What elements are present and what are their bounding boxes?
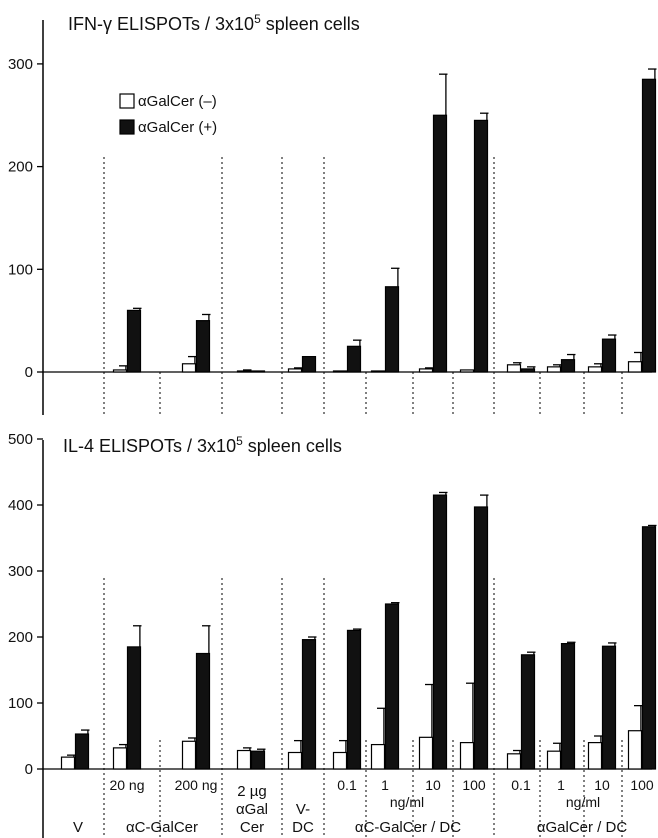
category-label: 0.1 xyxy=(337,777,357,793)
category-label: 100 xyxy=(462,777,486,793)
y-tick-label: 0 xyxy=(25,761,33,778)
y-tick-label: 100 xyxy=(8,261,33,278)
bar-galcer-minus xyxy=(420,369,433,372)
bar-galcer-plus xyxy=(303,357,316,372)
category-label: 1 xyxy=(557,777,565,793)
y-tick-label: 400 xyxy=(8,497,33,514)
ifn-panel-title: IFN-γ ELISPOTs / 3x105 spleen cells xyxy=(68,12,360,34)
legend-label-plus: αGalCer (+) xyxy=(138,119,217,136)
bar-galcer-minus xyxy=(589,743,602,769)
bar-galcer-plus xyxy=(76,734,89,769)
bar-galcer-plus xyxy=(386,287,399,372)
legend: αGalCer (–) αGalCer (+) xyxy=(120,93,217,136)
bar-galcer-minus xyxy=(114,370,127,372)
bar-galcer-minus xyxy=(420,737,433,769)
bar-galcer-minus xyxy=(589,367,602,372)
bar-galcer-plus xyxy=(348,346,361,372)
y-tick-label: 0 xyxy=(25,364,33,381)
bar-galcer-minus xyxy=(372,745,385,769)
category-label: 200 ng xyxy=(175,777,218,793)
bar-galcer-plus xyxy=(475,507,488,769)
bar-galcer-plus xyxy=(197,321,210,372)
bar-galcer-minus xyxy=(183,741,196,769)
bar-galcer-minus xyxy=(289,369,302,372)
bar-galcer-plus xyxy=(252,751,265,769)
category-label: 10 xyxy=(594,777,610,793)
bar-galcer-minus xyxy=(183,364,196,372)
unit-label-1: ng/ml xyxy=(390,794,424,810)
group-label-v: V xyxy=(73,819,83,836)
il4-panel-title: IL-4 ELISPOTs / 3x105 spleen cells xyxy=(63,434,342,456)
bar-galcer-minus xyxy=(548,751,561,769)
group-label-agal: αGal xyxy=(236,801,268,818)
unit-label-2: ng/ml xyxy=(566,794,600,810)
category-label: 20 ng xyxy=(109,777,144,793)
bar-galcer-plus xyxy=(252,371,265,372)
bar-galcer-plus xyxy=(562,644,575,769)
bar-galcer-minus xyxy=(548,367,561,372)
y-tick-label: 200 xyxy=(8,629,33,646)
bar-galcer-minus xyxy=(334,753,347,770)
bar-galcer-plus xyxy=(603,646,616,769)
bar-galcer-plus xyxy=(303,640,316,769)
bar-galcer-minus xyxy=(508,365,521,372)
legend-label-minus: αGalCer (–) xyxy=(138,93,217,110)
bar-galcer-minus xyxy=(629,731,642,769)
y-tick-label: 500 xyxy=(8,431,33,448)
category-label: 1 xyxy=(381,777,389,793)
bar-galcer-plus xyxy=(197,654,210,770)
y-tick-label: 200 xyxy=(8,159,33,176)
bar-galcer-minus xyxy=(372,371,385,372)
bar-galcer-plus xyxy=(434,115,447,372)
bar-galcer-plus xyxy=(603,339,616,372)
category-label: 0.1 xyxy=(511,777,531,793)
group-label-cer: Cer xyxy=(240,819,264,836)
bar-galcer-plus xyxy=(522,655,535,769)
bar-galcer-plus xyxy=(522,369,535,372)
bar-galcer-plus xyxy=(128,647,141,769)
legend-swatch-plus xyxy=(120,120,134,134)
bar-galcer-plus xyxy=(643,527,656,769)
group-label-agalcer-dc: αGalCer / DC xyxy=(537,819,628,836)
category-label: 100 xyxy=(630,777,654,793)
bar-galcer-minus xyxy=(289,753,302,770)
bar-galcer-minus xyxy=(461,743,474,769)
bar-galcer-plus xyxy=(434,495,447,769)
group-label-v-dash: V- xyxy=(296,801,310,818)
bar-galcer-minus xyxy=(334,371,347,372)
bar-galcer-minus xyxy=(114,748,127,769)
group-label-acgalcer-dc: αC-GalCer / DC xyxy=(355,819,461,836)
y-tick-label: 100 xyxy=(8,695,33,712)
bar-galcer-plus xyxy=(643,79,656,372)
bar-galcer-minus xyxy=(629,362,642,372)
category-label: 10 xyxy=(425,777,441,793)
y-tick-label: 300 xyxy=(8,563,33,580)
bar-galcer-plus xyxy=(386,604,399,769)
group-label-dc: DC xyxy=(292,819,314,836)
bar-galcer-minus xyxy=(508,754,521,769)
bar-galcer-plus xyxy=(348,630,361,769)
bar-galcer-minus xyxy=(461,370,474,372)
bar-galcer-minus xyxy=(62,757,75,769)
bar-galcer-minus xyxy=(238,371,251,372)
group-label-2ug: 2 µg xyxy=(237,783,267,800)
bar-galcer-plus xyxy=(562,360,575,372)
bar-galcer-plus xyxy=(128,310,141,372)
y-tick-label: 300 xyxy=(8,56,33,73)
legend-swatch-minus xyxy=(120,94,134,108)
group-label-acgalcer: αC-GalCer xyxy=(126,819,198,836)
bar-galcer-minus xyxy=(238,751,251,769)
bar-galcer-plus xyxy=(475,120,488,372)
